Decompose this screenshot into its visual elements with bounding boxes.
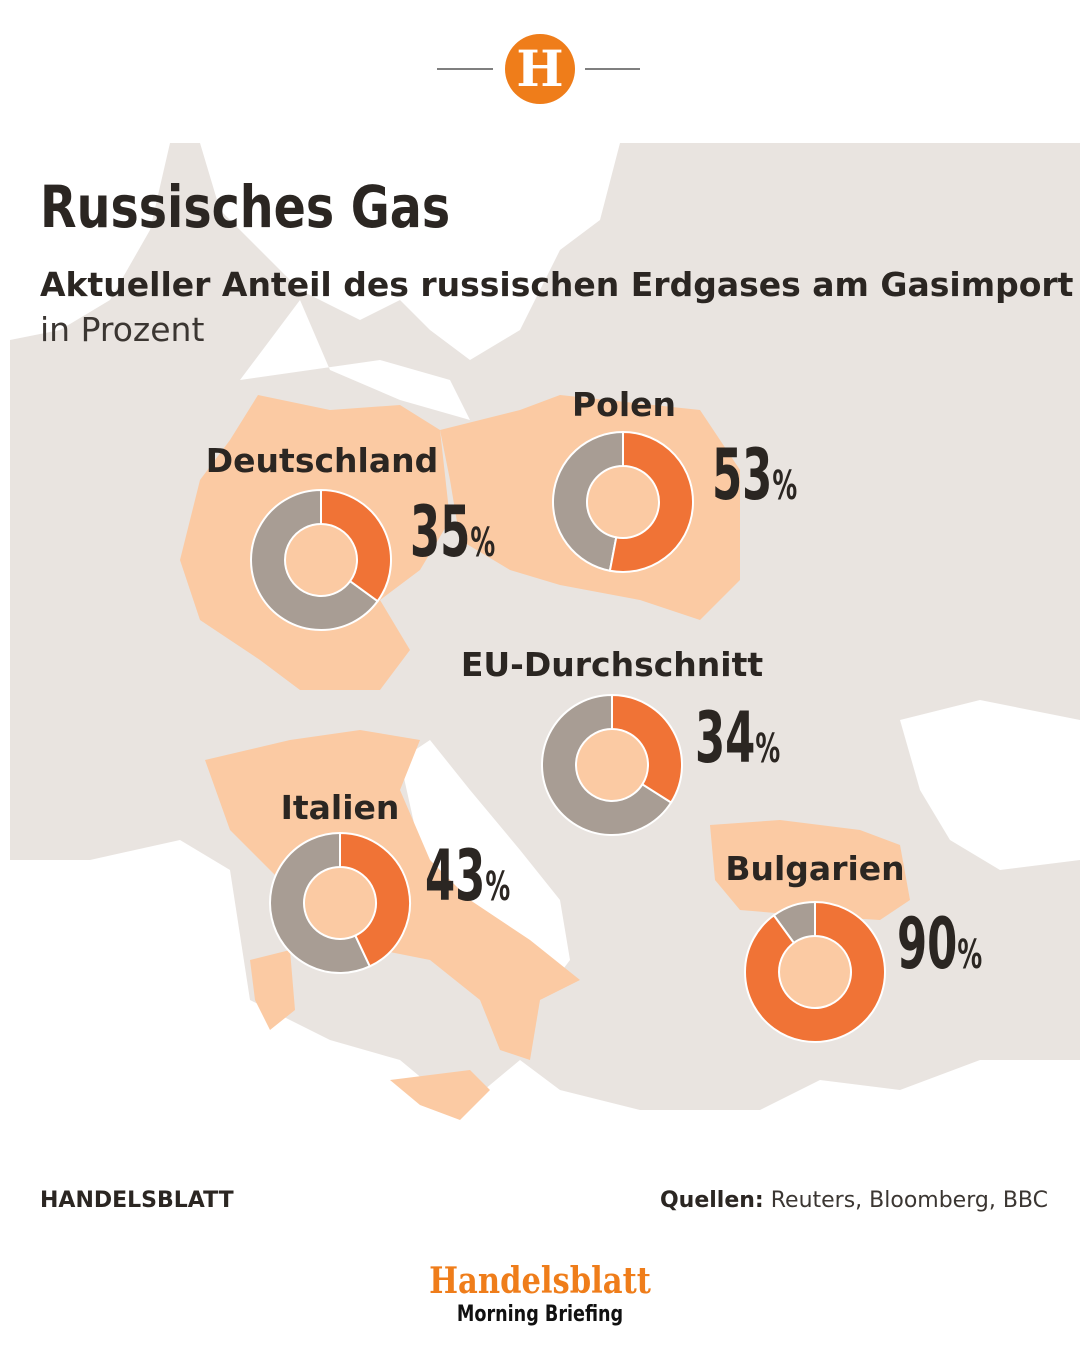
value-label: 35% [410, 491, 495, 573]
donut-segment [320, 488, 392, 603]
value-number: 90 [897, 903, 957, 985]
donut-remainder [250, 488, 380, 631]
country-label: Deutschland [206, 441, 438, 480]
country-label: Italien [281, 788, 400, 827]
value-unit: % [485, 863, 510, 910]
value-number: 53 [712, 434, 772, 516]
map-bulgaria [710, 820, 910, 920]
country-label: EU-Durchschnitt [461, 645, 764, 684]
chart-subtitle: Aktueller Anteil des russischen Erdgases… [40, 265, 1074, 304]
country-label: Bulgarien [725, 849, 904, 888]
map-sea [400, 740, 570, 1000]
chart-title: Russisches Gas [40, 173, 450, 241]
value-label: 43% [425, 835, 510, 917]
donuts: Deutschland 35% Polen 53% EU-Durchschnitt 34%… [206, 385, 982, 1043]
logo-circle [505, 34, 575, 104]
donut-hole [304, 867, 376, 939]
map-sea [200, 143, 620, 360]
value-unit: % [772, 462, 797, 509]
donut-remainder [541, 693, 673, 836]
donut-hole [285, 524, 357, 596]
value-number: 43 [425, 835, 485, 917]
source: Quellen: Reuters, Bloomberg, BBC [660, 1188, 1048, 1213]
donut-remainder [269, 831, 372, 974]
country-label: Polen [572, 385, 676, 424]
donut-remainder [552, 430, 624, 572]
logo-letter: H [516, 39, 563, 98]
value-label: 90% [897, 903, 982, 985]
footer-product: Morning Briefing [457, 1301, 623, 1326]
donut-segment [611, 693, 683, 804]
value-label: 34% [695, 697, 780, 779]
donut-hole [779, 936, 851, 1008]
donut-segment [608, 430, 694, 573]
value-unit: % [755, 725, 780, 772]
map-sea [10, 143, 170, 340]
source-label: Quellen: [660, 1188, 764, 1213]
source-text: Reuters, Bloomberg, BBC [771, 1188, 1048, 1213]
donut-segment [339, 831, 411, 968]
map-sea [240, 300, 470, 420]
value-unit: % [957, 931, 982, 978]
donut-segment [744, 900, 886, 1043]
map-sardinia [250, 950, 295, 1030]
value-number: 35 [410, 491, 470, 573]
map-sea [10, 840, 1080, 1213]
brand-credit: HANDELSBLATT [40, 1188, 234, 1213]
map-sicily [390, 1070, 490, 1120]
map-sea [900, 700, 1080, 870]
value-unit: % [470, 519, 495, 566]
footer-brand: Handelsblatt [429, 1260, 651, 1302]
value-label: 53% [712, 434, 797, 516]
chart-unit: in Prozent [40, 310, 204, 349]
map [10, 143, 1080, 1213]
donut-hole [576, 729, 648, 801]
value-number: 34 [695, 697, 755, 779]
donut-hole [587, 466, 659, 538]
